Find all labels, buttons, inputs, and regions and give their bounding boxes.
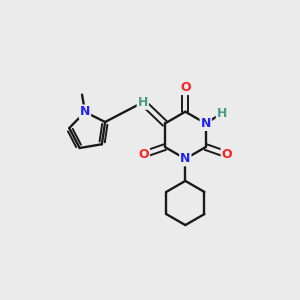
Text: O: O bbox=[180, 81, 190, 94]
Text: N: N bbox=[180, 152, 190, 165]
Text: N: N bbox=[80, 106, 90, 118]
Text: H: H bbox=[138, 96, 148, 109]
Text: O: O bbox=[222, 148, 232, 161]
Text: O: O bbox=[138, 148, 149, 161]
Text: N: N bbox=[200, 117, 211, 130]
Text: H: H bbox=[217, 107, 227, 120]
